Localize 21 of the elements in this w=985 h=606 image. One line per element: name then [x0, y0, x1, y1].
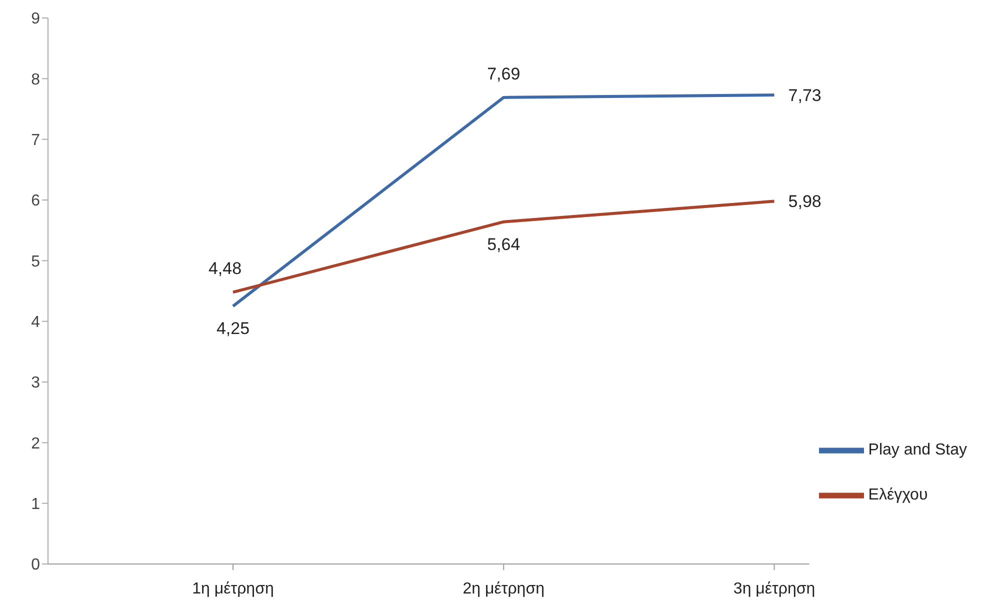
legend-label: Ελέγχου — [868, 486, 928, 504]
data-label: 5,98 — [788, 192, 822, 212]
y-tick-label: 8 — [31, 71, 40, 88]
x-tick-label: 1η μέτρηση — [192, 580, 274, 598]
y-tick-label: 6 — [31, 192, 40, 210]
data-label: 7,73 — [788, 86, 822, 106]
y-tick-label: 0 — [31, 556, 40, 574]
data-label: 7,69 — [487, 64, 520, 84]
legend-label: Play and Stay — [868, 442, 967, 459]
x-tick-label: 3η μέτρηση — [733, 580, 816, 598]
data-label: 4,48 — [208, 259, 242, 278]
data-label: 4,25 — [216, 319, 250, 338]
y-tick-label: 4 — [31, 314, 40, 332]
y-tick-label: 3 — [31, 374, 40, 392]
y-tick-label: 9 — [31, 10, 40, 28]
y-tick-label: 7 — [31, 132, 40, 150]
x-tick-label: 2η μέτρηση — [462, 580, 544, 598]
y-tick-label: 2 — [31, 435, 40, 452]
y-tick-label: 1 — [31, 496, 40, 514]
data-label: 5,64 — [487, 234, 520, 254]
y-tick-label: 5 — [31, 253, 40, 270]
